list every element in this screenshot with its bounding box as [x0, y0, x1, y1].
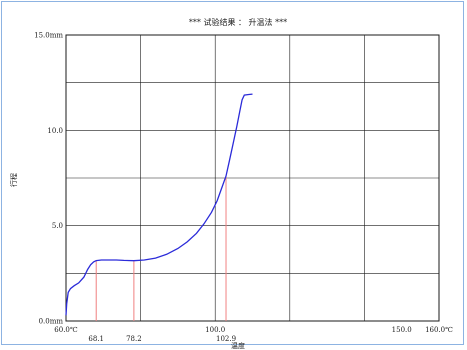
y-tick-label: 15.0mm: [34, 32, 63, 40]
x-tick-label: 150.0: [392, 326, 412, 334]
chart-title: *** 试验结果 ： 升温法 ***: [189, 17, 287, 27]
x-tick-labels: 60.0℃ 100.0 150.0 160.0℃: [54, 326, 453, 334]
x-tick-label: 100.0: [205, 326, 225, 334]
y-tick-label: 5.0: [52, 222, 63, 230]
x-axis-label: 温度: [231, 341, 245, 350]
marker-label: 68.1: [88, 335, 104, 343]
x-tick-label: 60.0℃: [54, 326, 78, 334]
x-tick-label: 160.0℃: [425, 326, 453, 334]
marker-labels: 68.1 78.2 102.9: [88, 335, 236, 343]
y-tick-labels: 0.0mm 5.0 10.0 15.0mm: [34, 32, 63, 326]
y-tick-label: 0.0mm: [39, 318, 64, 326]
marker-lines: [95, 176, 227, 321]
marker-label: 102.9: [216, 335, 236, 343]
y-tick-label: 10.0: [47, 127, 63, 135]
series-line: [65, 93, 253, 316]
y-axis-label: 行程: [9, 173, 18, 187]
marker-label: 78.2: [126, 335, 142, 343]
plot-area: [65, 34, 440, 322]
chart-grid: [65, 34, 440, 322]
